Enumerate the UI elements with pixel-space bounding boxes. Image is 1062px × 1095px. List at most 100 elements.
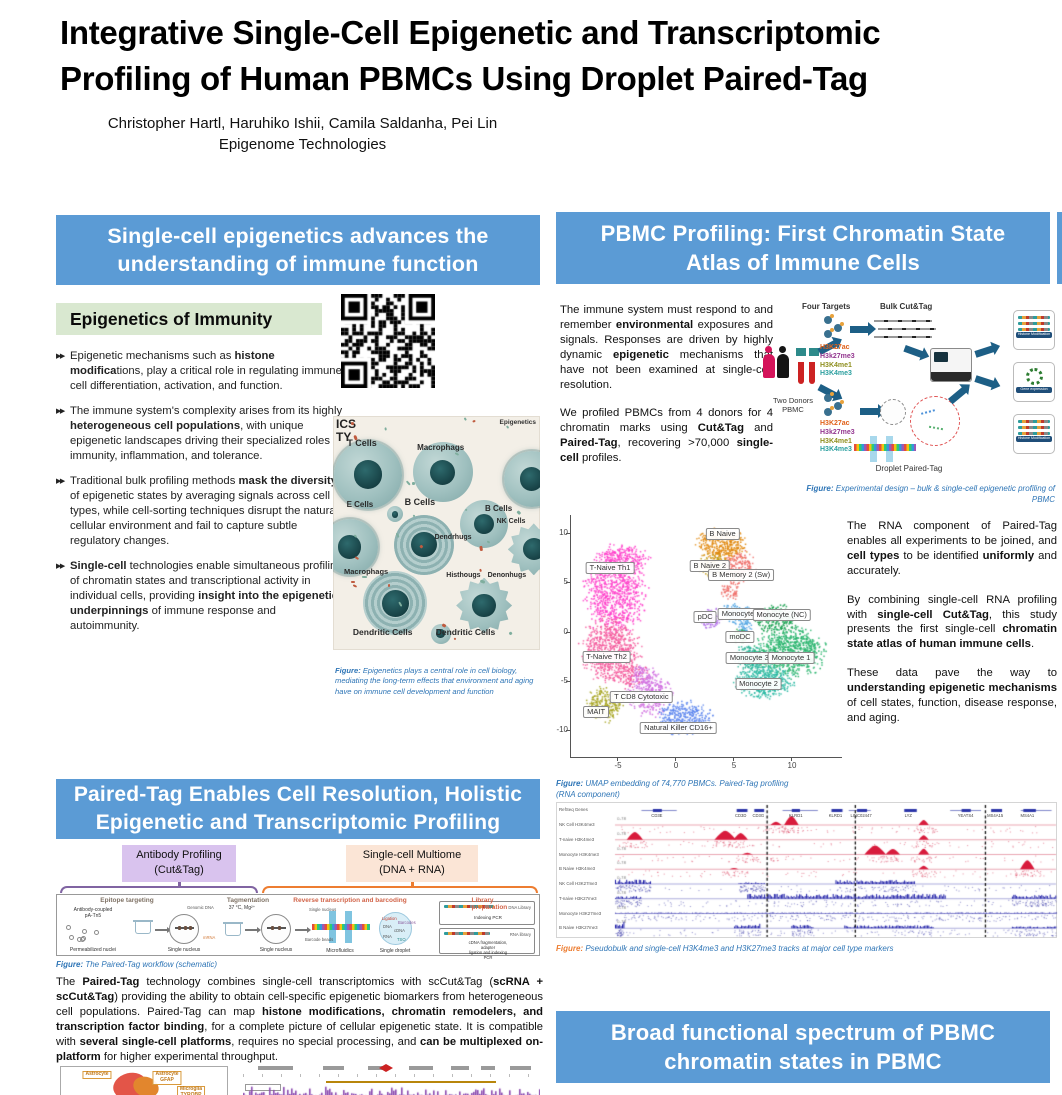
nucleosome-icon bbox=[824, 406, 834, 416]
paragraph: By combining single-cell RNA profiling w… bbox=[847, 593, 1057, 651]
speck bbox=[352, 583, 358, 588]
bullet-marker-icon: ▶▶ bbox=[56, 408, 65, 416]
four-targets-label: Four Targets bbox=[802, 302, 851, 311]
bulk-cuttag-label: Bulk Cut&Tag bbox=[880, 302, 933, 311]
arrow-icon bbox=[850, 322, 876, 337]
umap-cluster-label: B Naive bbox=[705, 527, 740, 540]
bottom-figure-track-partial bbox=[243, 1064, 540, 1095]
beaker-icon bbox=[223, 922, 243, 936]
bottom-figure-label: Astrocyte bbox=[82, 1071, 112, 1079]
wf-single-nucleus-label: Single nucleus bbox=[167, 947, 201, 953]
barcode-beads-icon bbox=[312, 924, 370, 930]
arrow-icon bbox=[974, 375, 995, 388]
poster-title: Integrative Single-Cell Epigenetic and T… bbox=[60, 14, 881, 98]
figure-caption-umap: Figure: UMAP embedding of 74,770 PBMCs. … bbox=[556, 779, 789, 799]
bullet-item: ▶▶ Traditional bulk profiling methods mas… bbox=[56, 475, 339, 548]
cell-icon bbox=[387, 506, 404, 523]
blood-tube-icon bbox=[798, 362, 804, 384]
paragraph: The RNA component of Paired-Tag enables … bbox=[847, 520, 1057, 577]
x-tick-label: 5 bbox=[731, 761, 737, 770]
donor-icon-red bbox=[762, 346, 775, 380]
umap-cluster-label: Monocyte 1 bbox=[767, 652, 815, 665]
droplet-paired-tag-label: Droplet Paired-Tag bbox=[875, 464, 943, 473]
track-row-label: NK Cell H3K4me3 bbox=[559, 822, 595, 827]
method-body-text: The Paired-Tag technology combines singl… bbox=[56, 975, 543, 1065]
target-mark-label: H3K27ac bbox=[820, 344, 850, 351]
target-mark-label: H3K27ac bbox=[820, 420, 850, 427]
umap-figure: T-Naive Th1 T-Naive Th2 MAIT T CD8 Cytotoxi… bbox=[556, 505, 848, 777]
x-axis bbox=[570, 757, 842, 758]
umap-cluster-label: Natural Killer CD16+ bbox=[640, 722, 717, 735]
illustration-corner-text: ICS TY bbox=[336, 417, 357, 444]
x-tick-label: -5 bbox=[614, 761, 622, 770]
output-panel: Gene expression bbox=[1013, 362, 1055, 402]
arrow-icon bbox=[245, 927, 261, 932]
figure-caption-design: Figure: Experimental design – bulk & sin… bbox=[806, 484, 1055, 504]
coordinate-ticks bbox=[243, 1074, 540, 1077]
target-mark-label: H3k27me3 bbox=[820, 352, 855, 360]
x-tick-label: 0 bbox=[673, 761, 679, 770]
speck bbox=[406, 480, 411, 485]
gene-bar bbox=[450, 1066, 469, 1070]
arrow-icon bbox=[974, 345, 995, 358]
gene-name-label: CD3G bbox=[752, 813, 765, 818]
arrow-icon bbox=[155, 927, 171, 932]
speck bbox=[472, 420, 477, 424]
gene-name-label: CD3D bbox=[734, 813, 747, 818]
brace-cuttag bbox=[60, 886, 258, 893]
track-row-label: RefSeq Genes bbox=[559, 807, 588, 812]
umap-cluster-label: moDC bbox=[725, 631, 755, 644]
wf-barcode-beads-label: Barcode beads bbox=[305, 937, 334, 942]
track-row-label: Monocyte H3K27me3 bbox=[559, 910, 602, 916]
target-mark-label: H3K4me3 bbox=[820, 370, 852, 378]
wf-temperature-label: 37 °C, Mg²⁺ bbox=[228, 905, 256, 911]
umap-cluster-label: T CD8 Cytotoxic bbox=[610, 691, 673, 704]
track-row-label: T-naive H3K4me3 bbox=[559, 836, 595, 842]
workflow-section-title: Reverse transcription and barcoding bbox=[293, 897, 407, 904]
wf-pa-tn5-label: Antibody-coupled pA-Tn5 bbox=[73, 907, 113, 919]
cell-label: B Cells bbox=[485, 503, 513, 513]
nuclei-dot bbox=[81, 929, 87, 935]
gene-name-label: MS4A1 bbox=[1020, 813, 1035, 818]
paragraph: These data pave the way to understanding… bbox=[847, 667, 1057, 724]
speck bbox=[350, 581, 355, 584]
cell-label: Histhougs bbox=[446, 571, 481, 579]
bullet-marker-icon: ▶▶ bbox=[56, 563, 65, 571]
gene-expression-icon bbox=[1025, 368, 1043, 385]
paragraph: We profiled PBMCs from 4 donors for 4 ch… bbox=[560, 407, 773, 465]
section-header-epigenetics: Single-cell epigenetics advances the und… bbox=[56, 215, 540, 285]
cell-label: B Cells bbox=[404, 496, 436, 507]
pbmc-intro-text: The immune system must respond to and re… bbox=[560, 303, 773, 466]
blood-tube-icon bbox=[809, 362, 815, 384]
y-tick-label: -5 bbox=[560, 675, 568, 685]
speck bbox=[383, 427, 387, 431]
umap-cluster-label: T-Naive Th1 bbox=[585, 562, 635, 575]
cell-icon bbox=[412, 442, 473, 503]
wf-single-nucleus-small-label: Single nucleus bbox=[309, 907, 337, 912]
nucleus-schematic bbox=[880, 399, 906, 425]
gene-bar bbox=[510, 1066, 532, 1070]
section-header-paired-tag: Paired-Tag Enables Cell Resolution, Holi… bbox=[56, 779, 540, 839]
bead-row-icon bbox=[854, 444, 916, 451]
tag-single-cell-multiome: Single-cell Multiome (DNA + RNA) bbox=[346, 845, 478, 882]
y-tick-label: -10 bbox=[556, 725, 568, 734]
speck bbox=[479, 546, 483, 552]
section-header-broad-spectrum: Broad functional spectrum of PBMC chroma… bbox=[556, 1011, 1050, 1083]
paragraph: The immune system must respond to and re… bbox=[560, 304, 773, 391]
arrow-icon bbox=[860, 404, 886, 419]
nucleosome-icon bbox=[834, 322, 844, 332]
bullet-list: ▶▶ Epigenetic mechanisms such as histone … bbox=[56, 349, 344, 644]
track-row-label: B Naive H3K4me3 bbox=[559, 866, 596, 872]
cell-icon bbox=[460, 499, 509, 548]
y-tick-label: 10 bbox=[559, 528, 568, 537]
gene-name-label: CD3E bbox=[651, 813, 663, 818]
cell-label: NK Cells bbox=[496, 517, 526, 525]
tag-antibody-profiling: Antibody Profiling (Cut&Tag) bbox=[122, 845, 236, 882]
adjacent-panel-sliver bbox=[1057, 212, 1062, 284]
brace-tick bbox=[178, 882, 181, 887]
arrow-icon bbox=[903, 344, 924, 359]
cell-icon bbox=[430, 623, 451, 644]
speck bbox=[453, 637, 457, 641]
umap-cluster-label: Monocyte (NC) bbox=[752, 608, 811, 621]
